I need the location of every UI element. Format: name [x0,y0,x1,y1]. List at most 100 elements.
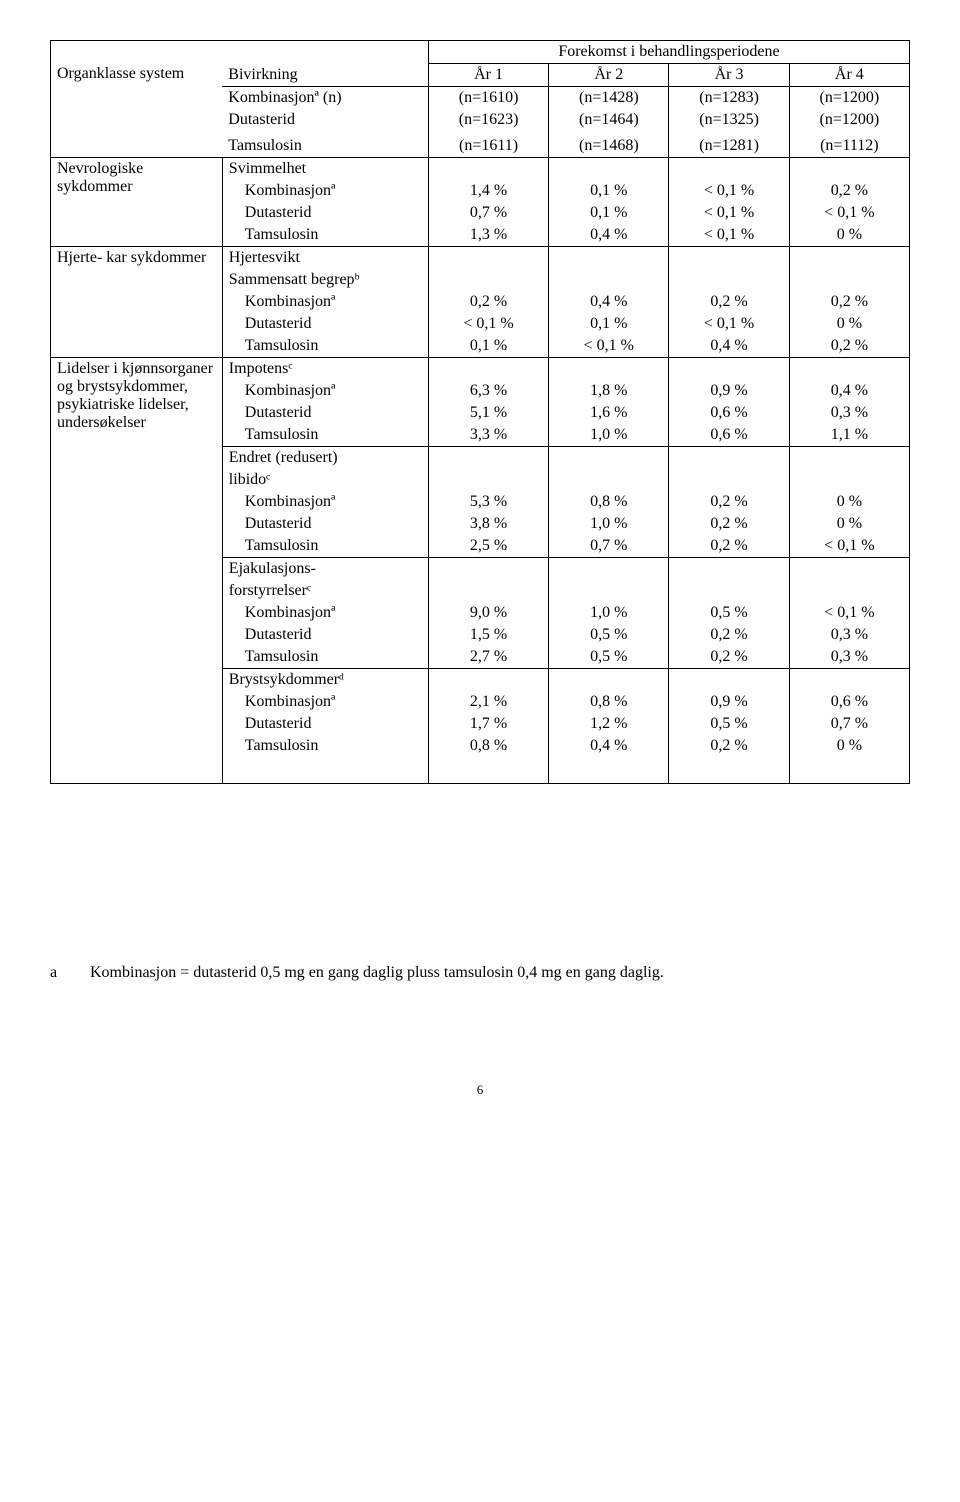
hjerte-komb-y2: 0,4 % [549,291,669,313]
impotens-komb-label: Kombinasjonª [222,380,428,402]
section-hjerte-title: Hjerte- kar sykdommer [51,247,223,358]
bryst-duta-y4: 0,7 % [789,713,909,735]
bryst-label: Brystsykdommerᵈ [222,669,428,692]
header-tams-n-y1: (n=1611) [428,135,548,158]
nevro-tams-y3: < 0,1 % [669,224,789,247]
impotens-duta-y3: 0,6 % [669,402,789,424]
libido-label2: libidoᶜ [222,469,428,491]
header-komb-n-y1: (n=1610) [428,87,548,110]
hjerte-duta-y2: 0,1 % [549,313,669,335]
ejak-tams-y3: 0,2 % [669,646,789,669]
nevro-duta-y2: 0,1 % [549,202,669,224]
nevro-tams-label: Tamsulosin [222,224,428,247]
header-tams-label: Tamsulosin [222,135,428,158]
hjerte-duta-y4: 0 % [789,313,909,335]
ejak-komb-label: Kombinasjonª [222,602,428,624]
hjerte-tams-y3: 0,4 % [669,335,789,358]
libido-label1: Endret (redusert) [222,447,428,470]
libido-komb-y2: 0,8 % [549,491,669,513]
header-tams-n-y2: (n=1468) [549,135,669,158]
nevro-komb-y3: < 0,1 % [669,180,789,202]
bryst-tams-y2: 0,4 % [549,735,669,757]
ejak-duta-label: Dutasterid [222,624,428,646]
libido-komb-y1: 5,3 % [428,491,548,513]
impotens-komb-y3: 0,9 % [669,380,789,402]
ejak-label1: Ejakulasjons- [222,558,428,581]
header-organ: Organklasse system [51,41,223,87]
hjerte-komb-y3: 0,2 % [669,291,789,313]
header-tams-n-y4: (n=1112) [789,135,909,158]
hjerte-komb-label: Kombinasjonª [222,291,428,313]
ejak-komb-y1: 9,0 % [428,602,548,624]
header-komb-n-label: Kombinasjonª (n) [222,87,428,110]
impotens-tams-y3: 0,6 % [669,424,789,447]
nevro-komb-label: Kombinasjonª [222,180,428,202]
header-y3: År 3 [669,64,789,87]
header-tams-n-y3: (n=1281) [669,135,789,158]
ejak-komb-y4: < 0,1 % [789,602,909,624]
ejak-tams-y1: 2,7 % [428,646,548,669]
nevro-duta-y4: < 0,1 % [789,202,909,224]
nevro-komb-y1: 1,4 % [428,180,548,202]
nevro-sub1: Svimmelhet [222,158,428,181]
ejak-komb-y3: 0,5 % [669,602,789,624]
header-duta-label: Dutasterid [222,109,428,131]
impotens-duta-y4: 0,3 % [789,402,909,424]
bryst-duta-y1: 1,7 % [428,713,548,735]
header-duta-n-y3: (n=1325) [669,109,789,131]
nevro-tams-y1: 1,3 % [428,224,548,247]
adverse-events-table: Organklasse system Forekomst i behandlin… [50,40,910,784]
impotens-tams-y2: 1,0 % [549,424,669,447]
impotens-duta-label: Dutasterid [222,402,428,424]
bryst-tams-label: Tamsulosin [222,735,428,757]
nevro-duta-y3: < 0,1 % [669,202,789,224]
libido-komb-y4: 0 % [789,491,909,513]
ejak-tams-label: Tamsulosin [222,646,428,669]
header-y2: År 2 [549,64,669,87]
header-komb-n-y2: (n=1428) [549,87,669,110]
impotens-tams-label: Tamsulosin [222,424,428,447]
footnote-text: Kombinasjon = dutasterid 0,5 mg en gang … [90,964,664,982]
nevro-duta-label: Dutasterid [222,202,428,224]
header-duta-n-y4: (n=1200) [789,109,909,131]
bryst-tams-y4: 0 % [789,735,909,757]
libido-tams-y4: < 0,1 % [789,535,909,558]
bryst-komb-label: Kombinasjonª [222,691,428,713]
header-forekomst: Forekomst i behandlingsperiodene [428,41,909,64]
impotens-komb-y2: 1,8 % [549,380,669,402]
ejak-duta-y4: 0,3 % [789,624,909,646]
header-duta-n-y2: (n=1464) [549,109,669,131]
nevro-komb-y4: 0,2 % [789,180,909,202]
page-number: 6 [50,1082,910,1098]
bryst-komb-y1: 2,1 % [428,691,548,713]
section-lidelser-title: Lidelser i kjønnsorganer og brystsykdomm… [51,358,223,784]
header-duta-n-y1: (n=1623) [428,109,548,131]
header-y4: År 4 [789,64,909,87]
footnote-mark: a [50,964,90,982]
hjerte-sub1a: Hjertesvikt [222,247,428,270]
header-bivirkning: Bivirkning [222,64,428,87]
ejak-duta-y3: 0,2 % [669,624,789,646]
impotens-tams-y4: 1,1 % [789,424,909,447]
impotens-label: Impotensᶜ [222,358,428,381]
ejak-duta-y1: 1,5 % [428,624,548,646]
libido-duta-y2: 1,0 % [549,513,669,535]
libido-duta-y1: 3,8 % [428,513,548,535]
ejak-tams-y4: 0,3 % [789,646,909,669]
impotens-tams-y1: 3,3 % [428,424,548,447]
hjerte-tams-y4: 0,2 % [789,335,909,358]
hjerte-komb-y1: 0,2 % [428,291,548,313]
bryst-duta-y3: 0,5 % [669,713,789,735]
hjerte-sub1b: Sammensatt begrepᵇ [222,269,428,291]
header-komb-n-y3: (n=1283) [669,87,789,110]
bryst-duta-label: Dutasterid [222,713,428,735]
impotens-komb-y4: 0,4 % [789,380,909,402]
libido-duta-label: Dutasterid [222,513,428,535]
bryst-duta-y2: 1,2 % [549,713,669,735]
libido-tams-y3: 0,2 % [669,535,789,558]
hjerte-tams-label: Tamsulosin [222,335,428,358]
header-komb-n-y4: (n=1200) [789,87,909,110]
nevro-duta-y1: 0,7 % [428,202,548,224]
libido-duta-y3: 0,2 % [669,513,789,535]
ejak-tams-y2: 0,5 % [549,646,669,669]
